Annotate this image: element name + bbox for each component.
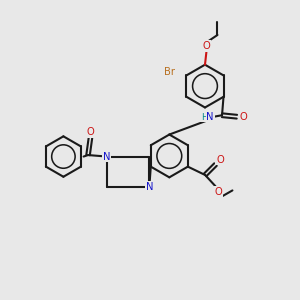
Text: O: O [216,154,224,164]
Text: O: O [202,41,210,51]
Text: O: O [87,128,94,137]
Text: N: N [206,112,214,122]
Text: Br: Br [164,67,175,77]
Text: N: N [146,182,154,192]
Text: H: H [201,112,208,122]
Text: O: O [240,112,247,122]
Text: O: O [214,187,222,197]
Text: N: N [103,152,110,161]
